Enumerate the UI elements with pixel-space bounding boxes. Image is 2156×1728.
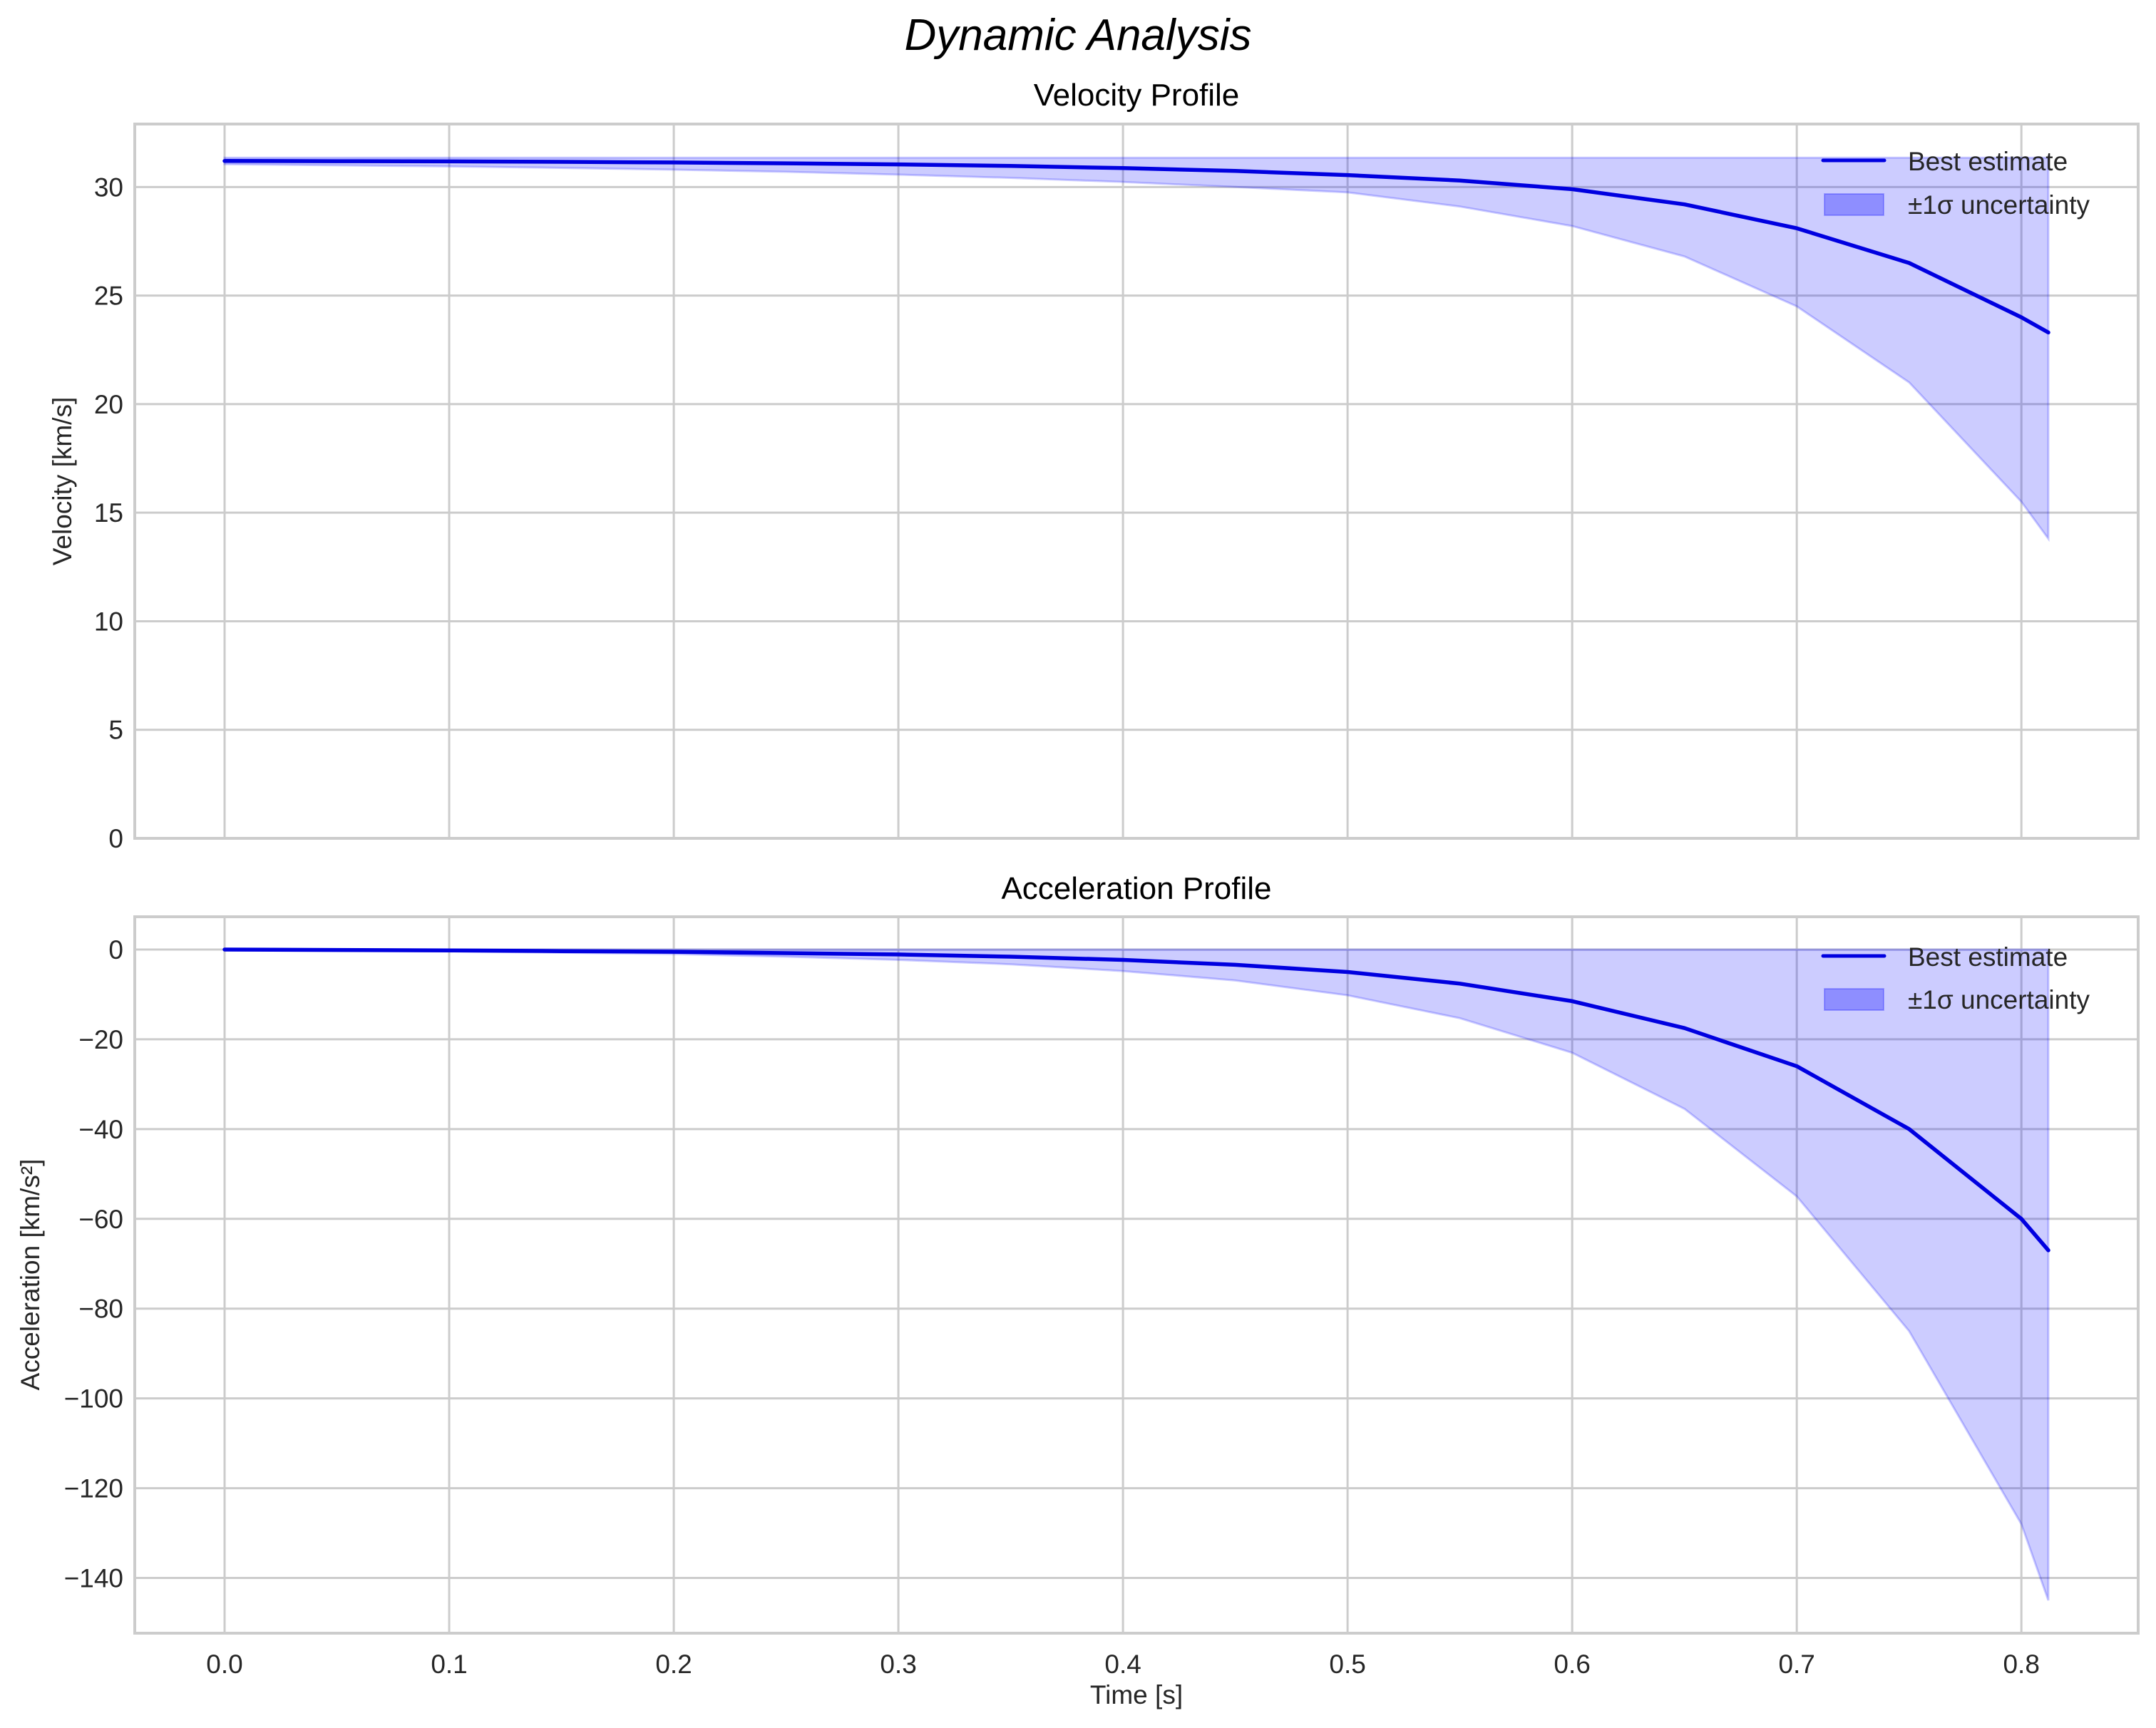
axes-frame (133, 123, 2140, 840)
x-tick-labels: 0.0 0.1 0.2 0.3 0.4 0.5 0.6 0.7 0.8 (206, 1650, 2040, 1679)
velocity-y-axis-label: Velocity [km/s] (48, 397, 77, 565)
y-tick-label: 5 (108, 716, 123, 745)
x-tick-label: 0.5 (1329, 1650, 1365, 1679)
y-tick-label: −120 (64, 1474, 123, 1503)
acceleration-plot-area (222, 947, 2050, 1601)
y-tick-label: 10 (94, 607, 123, 636)
velocity-y-tick-labels: 0 5 10 15 20 25 30 (94, 173, 123, 853)
legend-label-best-estimate: Best estimate (1908, 942, 2068, 972)
legend-band-swatch (1824, 193, 1884, 216)
y-tick-label: 30 (94, 173, 123, 202)
x-tick-label: 0.7 (1778, 1650, 1814, 1679)
legend-label-best-estimate: Best estimate (1908, 147, 2068, 176)
x-axis-label: Time [s] (1090, 1680, 1183, 1709)
x-tick-label: 0.3 (880, 1650, 916, 1679)
velocity-axes-frame (133, 123, 2140, 840)
legend-label-uncertainty: ±1σ uncertainty (1908, 190, 2090, 220)
x-tick-label: 0.2 (655, 1650, 692, 1679)
uncertainty-band (223, 156, 2050, 542)
y-tick-label: −60 (78, 1205, 123, 1234)
y-tick-label: −100 (64, 1384, 123, 1414)
figure-suptitle: Dynamic Analysis (905, 11, 1252, 60)
acceleration-legend: Best estimate ±1σ uncertainty (1821, 942, 2090, 1014)
acceleration-axes-frame (133, 915, 2140, 1635)
velocity-chart-title: Velocity Profile (1034, 78, 1240, 113)
y-tick-label: −140 (64, 1564, 123, 1593)
x-tick-label: 0.4 (1104, 1650, 1141, 1679)
acceleration-y-tick-labels: 0 −20 −40 −60 −80 −100 −120 −140 (64, 935, 123, 1593)
y-tick-label: −80 (78, 1295, 123, 1324)
best-estimate-line (222, 947, 2050, 1253)
acceleration-chart-title: Acceleration Profile (1001, 871, 1271, 906)
y-tick-label: −40 (78, 1115, 123, 1144)
x-tick-label: 0.8 (2003, 1650, 2039, 1679)
acceleration-chart: Acceleration Profile 0 −20 −40 −60 −80 −100 −1… (16, 871, 2140, 1709)
acceleration-y-axis-label: Acceleration [km/s²] (16, 1159, 45, 1391)
y-tick-label: 25 (94, 282, 123, 311)
y-tick-label: 15 (94, 498, 123, 528)
best-estimate-line (222, 159, 2050, 335)
legend-label-uncertainty: ±1σ uncertainty (1908, 985, 2090, 1014)
y-tick-label: 0 (108, 935, 123, 965)
y-tick-label: 0 (108, 824, 123, 853)
uncertainty-band (224, 948, 2050, 1601)
y-tick-label: −20 (78, 1025, 123, 1054)
x-tick-label: 0.0 (206, 1650, 242, 1679)
y-tick-label: 20 (94, 390, 123, 419)
x-tick-label: 0.1 (431, 1650, 467, 1679)
velocity-plot-area (222, 156, 2050, 542)
x-tick-label: 0.6 (1554, 1650, 1590, 1679)
velocity-legend: Best estimate ±1σ uncertainty (1821, 147, 2090, 220)
axes-frame (133, 915, 2140, 1635)
velocity-chart: Velocity Profile 0 5 10 15 20 25 30 Velocity [… (48, 78, 2140, 853)
legend-band-swatch (1824, 988, 1884, 1011)
